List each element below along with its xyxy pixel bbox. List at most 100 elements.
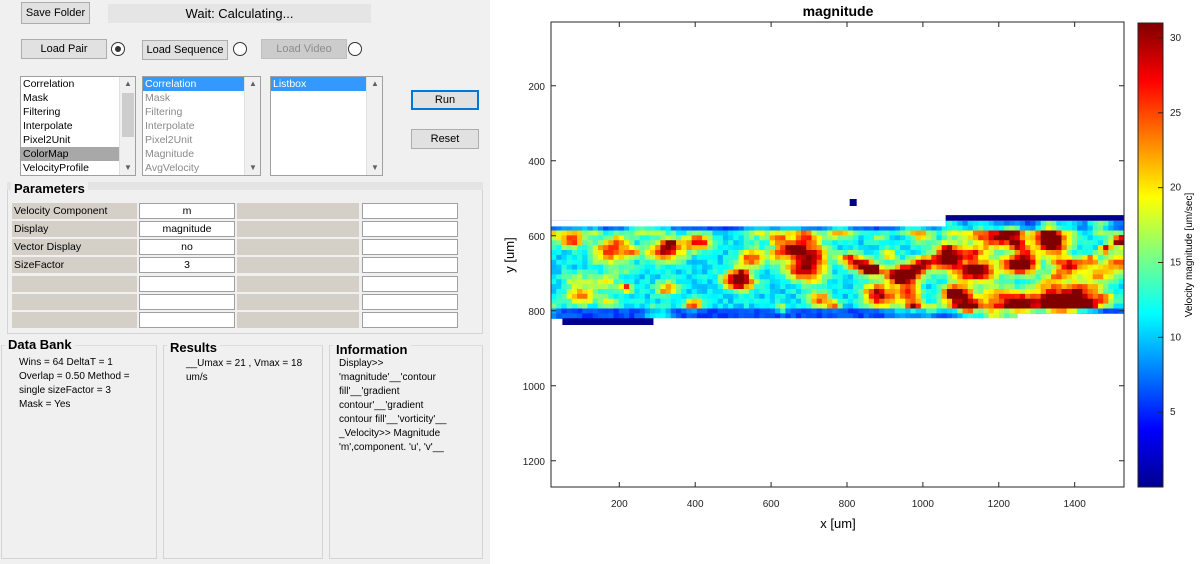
scroll-down-icon[interactable]: ▼ [371, 163, 379, 172]
param-value-field[interactable] [362, 276, 458, 292]
heatmap-cell [847, 240, 854, 246]
heatmap-cell [842, 230, 849, 236]
list-item[interactable]: AvgVelocity [145, 162, 200, 174]
heatmap-cell [811, 303, 818, 310]
heatmap-cell [644, 259, 651, 266]
load-pair-button[interactable]: Load Pair [21, 39, 107, 59]
heatmap-cell [905, 259, 912, 266]
param-value-field[interactable] [139, 312, 235, 328]
heatmap-cell [983, 298, 990, 305]
operations-scrollbar[interactable]: ▲ ▼ [119, 77, 135, 175]
run-button[interactable]: Run [411, 90, 479, 110]
heatmap-cell [905, 313, 912, 319]
heatmap-cell [1035, 298, 1042, 305]
reset-button[interactable]: Reset [411, 129, 479, 149]
param-value-field[interactable] [139, 276, 235, 292]
heatmap-cell [582, 284, 589, 290]
heatmap-cell [879, 259, 885, 266]
load-pair-radio[interactable] [111, 42, 125, 56]
load-video-button[interactable]: Load Video [261, 39, 347, 59]
save-folder-button[interactable]: Save Folder [21, 2, 90, 24]
param-value-field[interactable] [362, 257, 458, 273]
scroll-thumb[interactable] [122, 93, 134, 137]
scroll-down-icon[interactable]: ▼ [249, 163, 257, 172]
list-item[interactable]: Mask [23, 92, 49, 104]
param-value-field[interactable] [139, 294, 235, 310]
list-item[interactable]: Correlation [143, 77, 260, 91]
list-item[interactable]: Magnitude [145, 148, 195, 160]
param-value-field[interactable]: 3 [139, 257, 235, 273]
heatmap-cell [696, 269, 703, 275]
heatmap-cell [603, 279, 609, 285]
load-sequence-radio[interactable] [233, 42, 247, 56]
list-item[interactable]: VelocityProfile [23, 162, 89, 174]
heatmap-cell [561, 240, 568, 246]
heatmap-cell [1040, 254, 1047, 261]
operations-listbox[interactable]: Correlation Mask Filtering Interpolate Pixel… [20, 76, 136, 176]
param-value-field[interactable] [362, 312, 458, 328]
param-value-field[interactable] [362, 294, 458, 310]
param-value-field[interactable]: no [139, 239, 235, 255]
heatmap-cell [910, 284, 917, 290]
selected-operations-scrollbar[interactable]: ▲ ▼ [244, 77, 260, 175]
heatmap-cell [827, 303, 833, 310]
heatmap-cell [743, 225, 750, 232]
heatmap-cell [551, 293, 557, 300]
list-item[interactable]: Filtering [23, 106, 61, 118]
list-item[interactable]: ColorMap [21, 147, 135, 161]
heatmap-cell [900, 279, 906, 285]
heatmap-cell [686, 254, 693, 261]
heatmap-cell [806, 284, 813, 290]
results-scrollbar[interactable]: ▲ ▼ [366, 77, 382, 175]
list-item[interactable]: Interpolate [145, 120, 195, 132]
heatmap-cell [868, 225, 875, 232]
scroll-up-icon[interactable]: ▲ [371, 79, 379, 88]
selected-operations-listbox[interactable]: Correlation Mask Filtering Interpolate Pixel… [142, 76, 261, 176]
param-value-field[interactable]: m [139, 203, 235, 219]
heatmap-cell [618, 308, 625, 314]
results-listbox[interactable]: Listbox ▲ ▼ [270, 76, 383, 176]
heatmap-cell [691, 264, 698, 271]
heatmap-cell [967, 269, 974, 275]
list-item[interactable]: Pixel2Unit [23, 134, 71, 146]
heatmap-layer [551, 199, 1124, 328]
heatmap-cell [754, 230, 760, 236]
heatmap-cell [936, 269, 943, 275]
list-item[interactable]: Listbox [271, 77, 382, 91]
heatmap-cell [946, 264, 953, 271]
magnitude-plot[interactable]: magnitude 200 400 600 800 1000 1200 1400 20040… [490, 0, 1201, 564]
heatmap-cell [1071, 225, 1078, 232]
heatmap-cell [681, 259, 688, 266]
heatmap-cell [561, 303, 568, 310]
param-value-field[interactable]: magnitude [139, 221, 235, 237]
scroll-down-icon[interactable]: ▼ [124, 163, 132, 172]
param-value-field[interactable] [362, 239, 458, 255]
heatmap-cell [853, 289, 859, 295]
heatmap-cell [780, 289, 787, 295]
heatmap-cell [879, 293, 885, 300]
heatmap-cell [879, 225, 885, 232]
scroll-up-icon[interactable]: ▲ [249, 79, 257, 88]
param-value-field[interactable] [362, 203, 458, 219]
heatmap-cell [941, 230, 948, 236]
list-item[interactable]: Interpolate [23, 120, 73, 132]
load-sequence-button[interactable]: Load Sequence [142, 40, 228, 60]
heatmap-cell [1051, 293, 1057, 300]
heatmap-cell [769, 225, 776, 232]
list-item[interactable]: Mask [145, 92, 171, 104]
scroll-up-icon[interactable]: ▲ [124, 79, 132, 88]
list-item[interactable]: Pixel2Unit [145, 134, 193, 146]
list-item[interactable]: Filtering [145, 106, 183, 118]
load-video-radio[interactable] [348, 42, 362, 56]
plot-title: magnitude [803, 3, 874, 19]
heatmap-cell [988, 313, 995, 319]
heatmap-cell [988, 264, 995, 271]
heatmap-cell [1108, 245, 1115, 251]
list-item[interactable]: Correlation [23, 78, 75, 90]
heatmap-cell [1040, 279, 1047, 285]
heatmap-cell [795, 274, 802, 280]
heatmap-cell [1092, 308, 1099, 314]
heatmap-cell [556, 235, 563, 241]
heatmap-cell [649, 289, 656, 295]
param-value-field[interactable] [362, 221, 458, 237]
